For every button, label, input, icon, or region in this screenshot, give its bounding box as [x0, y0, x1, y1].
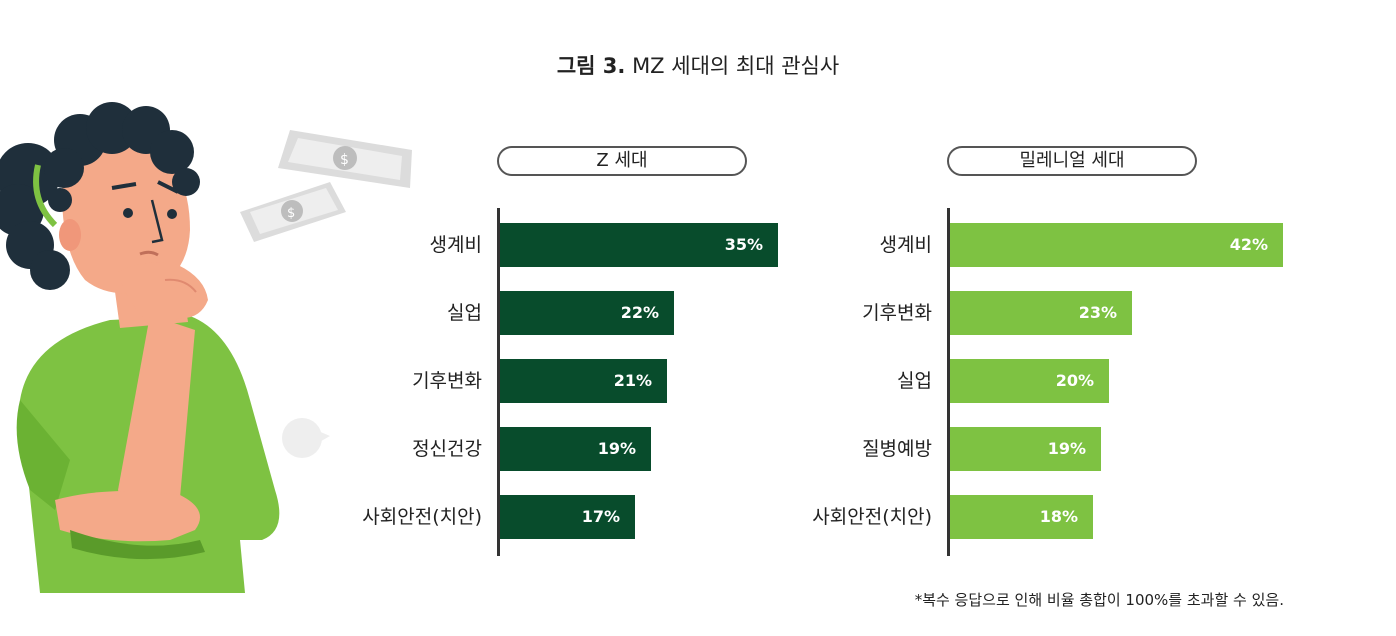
- svg-text:$: $: [340, 152, 349, 168]
- bar-z-1: 22%: [500, 291, 674, 335]
- bar-m-4: 18%: [950, 495, 1093, 539]
- y-axis-line: [947, 208, 950, 556]
- footnote: *복수 응답으로 인해 비율 총합이 100%를 초과할 수 있음.: [914, 591, 1284, 609]
- bar-m-1: 23%: [950, 291, 1132, 335]
- bar-value-label: 22%: [620, 303, 659, 322]
- chart-title-z: Z 세대: [497, 146, 747, 176]
- money-bill-icon: $: [278, 130, 412, 188]
- bar-z-3: 19%: [500, 427, 651, 471]
- svg-text:$: $: [287, 206, 295, 221]
- bar-m-0: 42%: [950, 223, 1283, 267]
- figure-title-text: MZ 세대의 최대 관심사: [632, 54, 840, 78]
- category-label: 기후변화: [412, 370, 482, 392]
- category-label: 사회안전(치안): [362, 506, 482, 528]
- y-axis-line: [497, 208, 500, 556]
- bar-z-0: 35%: [500, 223, 778, 267]
- category-label: 실업: [897, 370, 932, 392]
- bar-value-label: 19%: [1047, 439, 1086, 458]
- category-label: 사회안전(치안): [812, 506, 932, 528]
- bar-value-label: 35%: [724, 235, 763, 254]
- bar-m-2: 20%: [950, 359, 1109, 403]
- money-bill-icon: $: [240, 182, 346, 242]
- bar-value-label: 23%: [1078, 303, 1117, 322]
- category-label: 질병예방: [862, 438, 932, 460]
- bar-value-label: 18%: [1039, 507, 1078, 526]
- figure-number: 그림 3.: [556, 54, 626, 78]
- bar-z-4: 17%: [500, 495, 635, 539]
- bar-value-label: 42%: [1229, 235, 1268, 254]
- bar-m-3: 19%: [950, 427, 1101, 471]
- category-label: 생계비: [879, 234, 932, 256]
- speech-bubble-icon: [282, 418, 330, 458]
- bar-z-2: 21%: [500, 359, 667, 403]
- bar-value-label: 21%: [613, 371, 652, 390]
- figure-title: 그림 3. MZ 세대의 최대 관심사: [0, 50, 1396, 80]
- category-label: 기후변화: [862, 302, 932, 324]
- category-label: 정신건강: [412, 438, 482, 460]
- category-label: 생계비: [429, 234, 482, 256]
- thinking-person-illustration: $ $: [0, 102, 412, 593]
- chart-title-millennial: 밀레니얼 세대: [947, 146, 1197, 176]
- category-label: 실업: [447, 302, 482, 324]
- bar-value-label: 19%: [597, 439, 636, 458]
- bar-value-label: 20%: [1055, 371, 1094, 390]
- bar-value-label: 17%: [581, 507, 620, 526]
